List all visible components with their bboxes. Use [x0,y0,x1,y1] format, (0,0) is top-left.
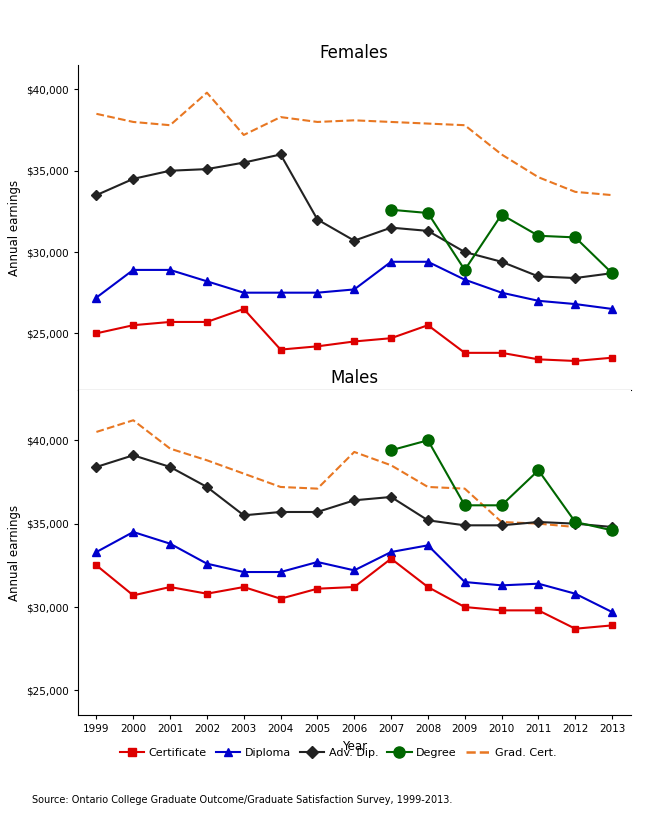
Title: Males: Males [330,369,378,387]
Text: Source: Ontario College Graduate Outcome/Graduate Satisfaction Survey, 1999-2013: Source: Ontario College Graduate Outcome… [32,795,453,805]
Y-axis label: Annual earnings: Annual earnings [8,505,21,601]
X-axis label: Year: Year [342,740,367,753]
Y-axis label: Annual earnings: Annual earnings [8,180,21,276]
X-axis label: Year: Year [342,415,367,428]
Title: Females: Females [320,44,389,62]
Legend: Certificate, Diploma, Adv. Dip., Degree, Grad. Cert.: Certificate, Diploma, Adv. Dip., Degree,… [116,744,560,763]
